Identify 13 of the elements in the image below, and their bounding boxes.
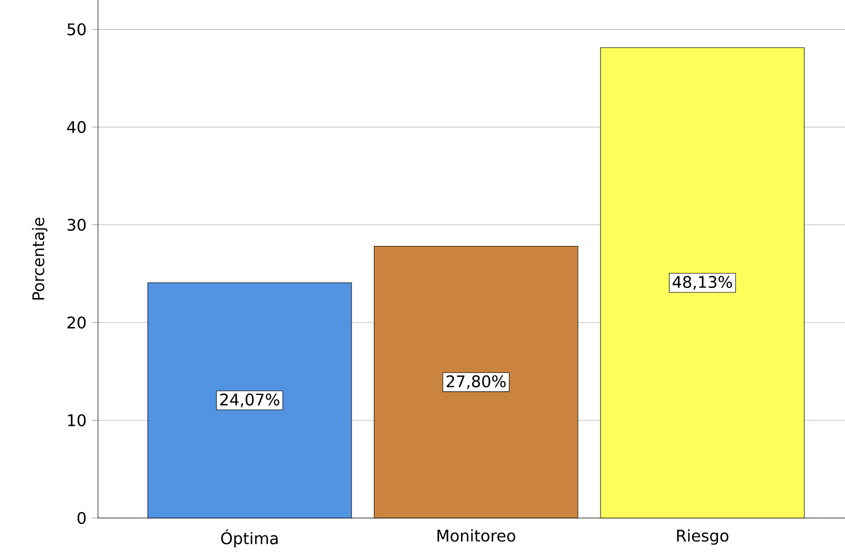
y-axis-title: Porcentaje	[32, 218, 48, 300]
y-tick-label: 30	[68, 218, 86, 231]
y-tick-label: 0	[78, 512, 86, 524]
x-tick-label: Óptima	[221, 529, 278, 548]
y-tick-label: 40	[67, 121, 86, 134]
y-tick-label: 50	[68, 23, 86, 36]
data-label: 48,13%	[672, 276, 732, 290]
x-tick-label: Monitoreo	[438, 529, 516, 542]
y-tick-label: 20	[68, 316, 86, 329]
x-tick-label: Riesgo	[677, 529, 728, 545]
y-tick-label: 10	[68, 414, 86, 426]
data-label: 24,07%	[220, 394, 280, 408]
data-label: 27,80%	[446, 375, 506, 390]
